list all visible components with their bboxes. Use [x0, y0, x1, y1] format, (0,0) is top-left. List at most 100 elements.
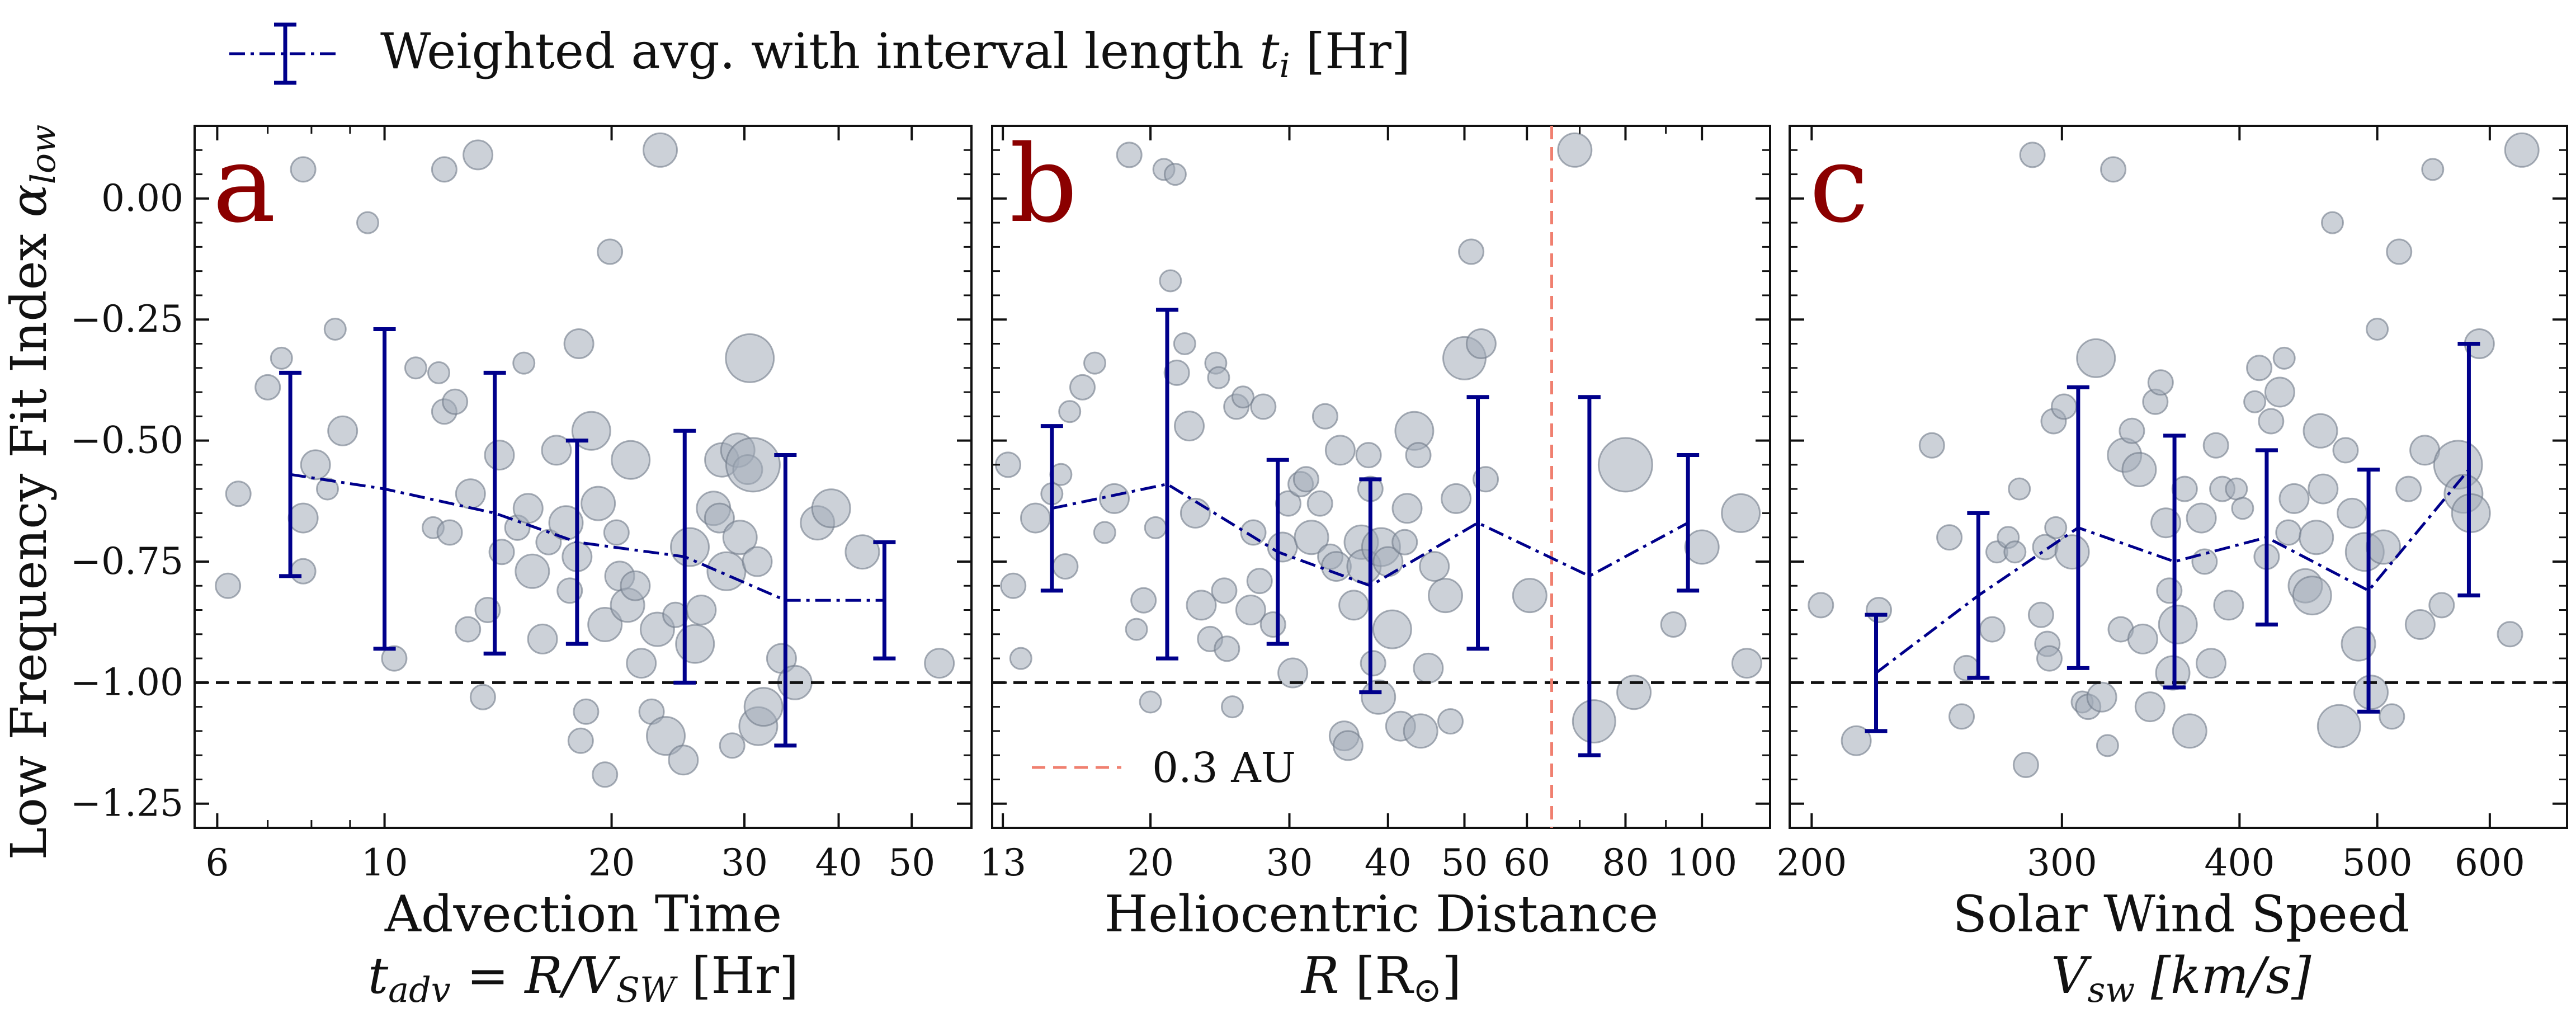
scatter-point — [592, 761, 619, 788]
errorbar-dashdot-icon — [229, 22, 341, 85]
panel-letter-a: a — [213, 122, 276, 246]
scatter-point — [668, 745, 699, 776]
scatter-point — [1099, 483, 1130, 514]
legend-label: Weighted avg. with interval length ti [H… — [380, 22, 1410, 86]
x-tick-label: 20 — [588, 841, 635, 884]
scatter-point — [484, 440, 515, 471]
errorbar — [2457, 341, 2480, 598]
scatter-point — [225, 480, 252, 507]
scatter-point — [2051, 393, 2077, 420]
scatter-point — [2395, 475, 2422, 502]
scatter-point — [1684, 529, 1720, 565]
errorbar — [2163, 434, 2186, 690]
panel-c-xlabel: Solar Wind Speed — [1952, 885, 2409, 944]
scatter-point — [541, 435, 572, 466]
panel-c-errorbars — [1865, 341, 2480, 733]
panel-a-y-ticks: 0.00 −0.25 −0.50 −0.75 −1.00 −1.25 — [70, 125, 971, 825]
scatter-point — [581, 486, 616, 521]
scatter-point — [1211, 577, 1238, 604]
scatter-point — [469, 684, 496, 710]
scatter-point — [2012, 752, 2039, 778]
scatter-point — [455, 478, 486, 510]
scatter-point — [1292, 466, 1319, 493]
scatter-point — [2451, 493, 2491, 533]
errorbar — [873, 540, 896, 661]
scatter-point — [1139, 690, 1162, 714]
x-tick-label: 13 — [979, 841, 1026, 884]
errorbar — [1155, 308, 1178, 661]
scatter-point — [719, 732, 746, 759]
errorbar — [2067, 385, 2089, 670]
panel-a-xlabel: Advection Time — [384, 885, 782, 944]
scatter-point — [2156, 577, 2183, 604]
errorbar — [373, 327, 396, 651]
scatter-point — [1572, 699, 1616, 744]
x-tick-label: 200 — [1776, 841, 1847, 884]
scatter-point — [431, 156, 457, 183]
panel-b-y-ticks — [992, 125, 1770, 805]
scatter-point — [620, 570, 651, 601]
scatter-point — [2171, 475, 2198, 502]
scatter-point — [743, 687, 784, 727]
scatter-point — [2225, 477, 2248, 501]
scatter-point — [1163, 359, 1190, 386]
scatter-point — [1557, 132, 1593, 168]
scatter-point — [1294, 520, 1329, 555]
errorbar — [2255, 448, 2278, 626]
scatter-point — [563, 328, 595, 359]
scatter-point — [1173, 332, 1196, 355]
scatter-point — [924, 648, 955, 679]
scatter-point — [1163, 163, 1187, 186]
scatter-point — [1186, 590, 1217, 621]
scatter-point — [2366, 529, 2402, 565]
scatter-point — [455, 616, 482, 643]
errorbar — [565, 439, 588, 646]
scatter-point — [2231, 497, 2254, 520]
scatter-point — [2264, 376, 2295, 408]
scatter-point — [427, 361, 450, 384]
panel-c-x-ticks: 200 300 400 500 600 — [1776, 126, 2525, 884]
x-tick-label: 30 — [721, 841, 768, 884]
scatter-point — [1441, 483, 1472, 514]
errorbar — [483, 370, 506, 656]
scatter-point — [2100, 156, 2127, 183]
scatter-point — [1866, 597, 1892, 623]
x-tick-label: 300 — [2027, 841, 2097, 884]
panel-b: 13 20 30 40 50 60 80 100 b 0.3 AU Heliocentric … — [979, 122, 1771, 1010]
errorbar — [673, 428, 696, 685]
scatter-point — [442, 388, 469, 415]
scatter-point — [1250, 393, 1277, 420]
panel-letter-b: b — [1009, 122, 1078, 246]
scatter-point — [1616, 675, 1652, 710]
scatter-point — [2292, 576, 2332, 616]
scatter-point — [1936, 524, 1963, 551]
scatter-point — [1808, 592, 1834, 619]
x-tick-label: 30 — [1266, 841, 1313, 884]
errorbar — [1266, 458, 1289, 646]
scatter-point — [1235, 595, 1266, 625]
scatter-point — [1403, 713, 1438, 749]
panel-a-frame — [194, 125, 973, 829]
scatter-point — [2202, 432, 2229, 459]
x-tick-label: 500 — [2342, 841, 2413, 884]
scatter-point — [2246, 355, 2273, 381]
scatter-point — [1721, 493, 1761, 533]
x-tick-label: 100 — [1667, 841, 1737, 884]
scatter-point — [1144, 516, 1167, 539]
scatter-point — [2147, 369, 2174, 396]
scatter-point — [2086, 681, 2117, 713]
scatter-point — [1948, 703, 1975, 730]
scatter-point — [2258, 408, 2285, 435]
scatter-point — [1093, 521, 1116, 544]
y-tick-label: −0.50 — [70, 419, 183, 462]
scatter-point — [2353, 675, 2389, 710]
scatter-point — [1207, 366, 1230, 389]
scatter-point — [2379, 703, 2405, 730]
scatter-point — [290, 156, 317, 183]
scatter-point — [1413, 652, 1444, 684]
panel-a-x-ticks: 6 10 20 30 40 50 — [205, 126, 973, 884]
scatter-point — [1232, 385, 1254, 409]
scatter-point — [1259, 611, 1286, 638]
x-tick-label: 6 — [205, 841, 229, 884]
scatter-point — [686, 595, 717, 625]
